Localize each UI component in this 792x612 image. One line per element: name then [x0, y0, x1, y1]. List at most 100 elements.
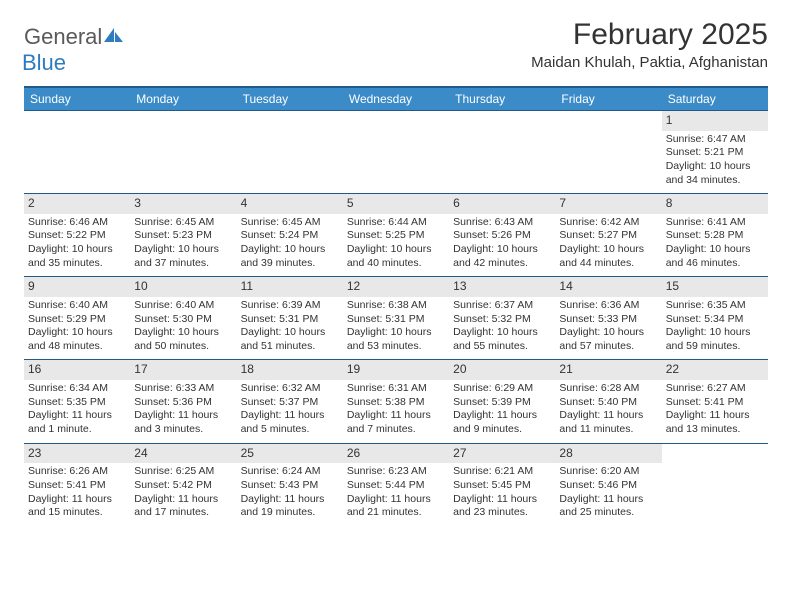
- day-cell: 26Sunrise: 6:23 AMSunset: 5:44 PMDayligh…: [343, 444, 449, 526]
- day-cell: 6Sunrise: 6:43 AMSunset: 5:26 PMDaylight…: [449, 194, 555, 276]
- day-cell: 23Sunrise: 6:26 AMSunset: 5:41 PMDayligh…: [24, 444, 130, 526]
- day-cell: 5Sunrise: 6:44 AMSunset: 5:25 PMDaylight…: [343, 194, 449, 276]
- day-number: 6: [449, 194, 555, 214]
- sunrise-text: Sunrise: 6:25 AM: [134, 465, 232, 479]
- day-number: 7: [555, 194, 661, 214]
- sunrise-text: Sunrise: 6:32 AM: [241, 382, 339, 396]
- sunset-text: Sunset: 5:29 PM: [28, 313, 126, 327]
- calendar-page: General Blue February 2025 Maidan Khulah…: [0, 0, 792, 544]
- month-title: February 2025: [531, 18, 768, 52]
- logo-text-block: General Blue: [24, 24, 124, 76]
- daylight-text: Daylight: 11 hours and 23 minutes.: [453, 493, 551, 520]
- sunrise-text: Sunrise: 6:45 AM: [134, 216, 232, 230]
- day-number: 27: [449, 444, 555, 464]
- sunrise-text: Sunrise: 6:46 AM: [28, 216, 126, 230]
- day-number: 17: [130, 360, 236, 380]
- day-number: 8: [662, 194, 768, 214]
- day-cell: 14Sunrise: 6:36 AMSunset: 5:33 PMDayligh…: [555, 277, 661, 359]
- day-number: 20: [449, 360, 555, 380]
- weekday-label: Thursday: [449, 88, 555, 110]
- day-cell: 12Sunrise: 6:38 AMSunset: 5:31 PMDayligh…: [343, 277, 449, 359]
- day-number: 5: [343, 194, 449, 214]
- sunrise-text: Sunrise: 6:40 AM: [28, 299, 126, 313]
- weekday-label: Sunday: [24, 88, 130, 110]
- day-number: 16: [24, 360, 130, 380]
- day-cell: 4Sunrise: 6:45 AMSunset: 5:24 PMDaylight…: [237, 194, 343, 276]
- day-number: 9: [24, 277, 130, 297]
- header-row: General Blue February 2025 Maidan Khulah…: [24, 18, 768, 76]
- sunrise-text: Sunrise: 6:24 AM: [241, 465, 339, 479]
- day-cell: 3Sunrise: 6:45 AMSunset: 5:23 PMDaylight…: [130, 194, 236, 276]
- day-number: 2: [24, 194, 130, 214]
- day-number: 22: [662, 360, 768, 380]
- sunrise-text: Sunrise: 6:26 AM: [28, 465, 126, 479]
- empty-cell: [662, 444, 768, 526]
- sunrise-text: Sunrise: 6:27 AM: [666, 382, 764, 396]
- sunrise-text: Sunrise: 6:42 AM: [559, 216, 657, 230]
- day-cell: 7Sunrise: 6:42 AMSunset: 5:27 PMDaylight…: [555, 194, 661, 276]
- sunset-text: Sunset: 5:30 PM: [134, 313, 232, 327]
- sunrise-text: Sunrise: 6:34 AM: [28, 382, 126, 396]
- sunrise-text: Sunrise: 6:20 AM: [559, 465, 657, 479]
- empty-cell: [24, 111, 130, 193]
- day-number: 23: [24, 444, 130, 464]
- weeks-container: 1Sunrise: 6:47 AMSunset: 5:21 PMDaylight…: [24, 110, 768, 526]
- sunrise-text: Sunrise: 6:47 AM: [666, 133, 764, 147]
- empty-cell: [555, 111, 661, 193]
- day-number: 25: [237, 444, 343, 464]
- day-cell: 21Sunrise: 6:28 AMSunset: 5:40 PMDayligh…: [555, 360, 661, 442]
- logo-text-blue: Blue: [22, 50, 66, 75]
- day-cell: 8Sunrise: 6:41 AMSunset: 5:28 PMDaylight…: [662, 194, 768, 276]
- sunrise-text: Sunrise: 6:31 AM: [347, 382, 445, 396]
- daylight-text: Daylight: 10 hours and 39 minutes.: [241, 243, 339, 270]
- day-number: 15: [662, 277, 768, 297]
- daylight-text: Daylight: 10 hours and 42 minutes.: [453, 243, 551, 270]
- sunset-text: Sunset: 5:37 PM: [241, 396, 339, 410]
- logo-text-general: General: [24, 24, 102, 49]
- day-cell: 16Sunrise: 6:34 AMSunset: 5:35 PMDayligh…: [24, 360, 130, 442]
- sunrise-text: Sunrise: 6:28 AM: [559, 382, 657, 396]
- day-cell: 1Sunrise: 6:47 AMSunset: 5:21 PMDaylight…: [662, 111, 768, 193]
- sunset-text: Sunset: 5:45 PM: [453, 479, 551, 493]
- title-block: February 2025 Maidan Khulah, Paktia, Afg…: [531, 18, 768, 71]
- day-cell: 27Sunrise: 6:21 AMSunset: 5:45 PMDayligh…: [449, 444, 555, 526]
- sunset-text: Sunset: 5:38 PM: [347, 396, 445, 410]
- sunset-text: Sunset: 5:40 PM: [559, 396, 657, 410]
- weekday-header-row: SundayMondayTuesdayWednesdayThursdayFrid…: [24, 86, 768, 110]
- empty-cell: [343, 111, 449, 193]
- week-row: 1Sunrise: 6:47 AMSunset: 5:21 PMDaylight…: [24, 110, 768, 193]
- day-number: 14: [555, 277, 661, 297]
- sunset-text: Sunset: 5:26 PM: [453, 229, 551, 243]
- sunset-text: Sunset: 5:31 PM: [241, 313, 339, 327]
- daylight-text: Daylight: 11 hours and 7 minutes.: [347, 409, 445, 436]
- logo-sail-icon: [104, 28, 124, 49]
- day-number: 19: [343, 360, 449, 380]
- daylight-text: Daylight: 11 hours and 1 minute.: [28, 409, 126, 436]
- weekday-label: Friday: [555, 88, 661, 110]
- day-cell: 13Sunrise: 6:37 AMSunset: 5:32 PMDayligh…: [449, 277, 555, 359]
- sunset-text: Sunset: 5:28 PM: [666, 229, 764, 243]
- daylight-text: Daylight: 10 hours and 48 minutes.: [28, 326, 126, 353]
- day-cell: 19 Sunrise: 6:31 AMSunset: 5:38 PMDayligh…: [343, 360, 449, 442]
- location-text: Maidan Khulah, Paktia, Afghanistan: [531, 54, 768, 71]
- daylight-text: Daylight: 10 hours and 40 minutes.: [347, 243, 445, 270]
- daylight-text: Daylight: 10 hours and 37 minutes.: [134, 243, 232, 270]
- day-number: 4: [237, 194, 343, 214]
- week-row: 16Sunrise: 6:34 AMSunset: 5:35 PMDayligh…: [24, 359, 768, 442]
- day-cell: 10Sunrise: 6:40 AMSunset: 5:30 PMDayligh…: [130, 277, 236, 359]
- weekday-label: Monday: [130, 88, 236, 110]
- day-number: 1: [662, 111, 768, 131]
- daylight-text: Daylight: 10 hours and 50 minutes.: [134, 326, 232, 353]
- daylight-text: Daylight: 10 hours and 59 minutes.: [666, 326, 764, 353]
- day-number: 28: [555, 444, 661, 464]
- day-cell: 25Sunrise: 6:24 AMSunset: 5:43 PMDayligh…: [237, 444, 343, 526]
- day-cell: 20Sunrise: 6:29 AMSunset: 5:39 PMDayligh…: [449, 360, 555, 442]
- day-cell: 28Sunrise: 6:20 AMSunset: 5:46 PMDayligh…: [555, 444, 661, 526]
- day-cell: 17Sunrise: 6:33 AMSunset: 5:36 PMDayligh…: [130, 360, 236, 442]
- sunrise-text: Sunrise: 6:38 AM: [347, 299, 445, 313]
- daylight-text: Daylight: 11 hours and 25 minutes.: [559, 493, 657, 520]
- day-number: 10: [130, 277, 236, 297]
- empty-cell: [449, 111, 555, 193]
- daylight-text: Daylight: 10 hours and 44 minutes.: [559, 243, 657, 270]
- sunrise-text: Sunrise: 6:29 AM: [453, 382, 551, 396]
